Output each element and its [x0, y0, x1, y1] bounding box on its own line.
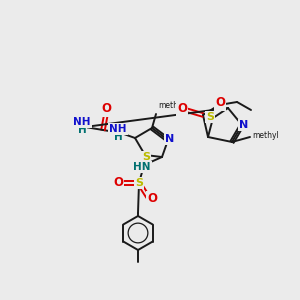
Text: methyl: methyl — [252, 131, 279, 140]
Text: N: N — [239, 120, 249, 130]
Text: S: S — [135, 178, 143, 188]
Text: S: S — [206, 112, 214, 122]
Text: H: H — [78, 125, 86, 135]
Text: methyl: methyl — [156, 107, 161, 108]
Text: S: S — [142, 152, 150, 162]
Text: methyl: methyl — [158, 101, 185, 110]
Text: NH: NH — [73, 117, 91, 127]
Text: H: H — [114, 132, 122, 142]
Text: N: N — [165, 134, 175, 144]
Text: HN: HN — [133, 162, 151, 172]
Text: O: O — [215, 97, 225, 110]
Text: O: O — [177, 103, 187, 116]
Text: Me: Me — [138, 266, 140, 267]
Text: O: O — [101, 103, 111, 116]
Text: O: O — [147, 193, 157, 206]
Text: O: O — [113, 176, 123, 190]
Text: NH: NH — [109, 124, 127, 134]
Text: methyl: methyl — [253, 135, 258, 136]
